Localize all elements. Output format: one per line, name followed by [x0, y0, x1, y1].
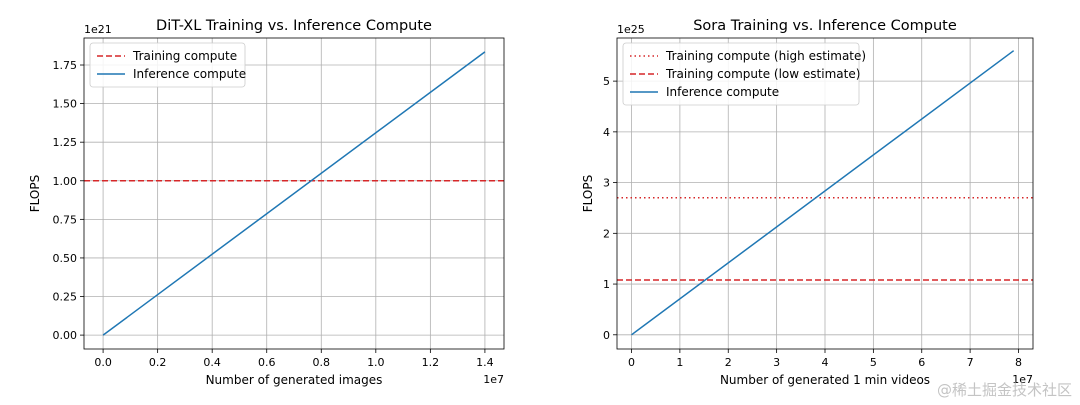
x-offset-label: 1e7	[483, 373, 504, 386]
y-tick-label: 4	[603, 126, 610, 139]
watermark-text: @稀土掘金技术社区	[937, 381, 1072, 399]
dit-xl-chart: 0.0 0.2 0.4 0.6 0.8 1.0 1.2 1.4 0.00 0.25 0.50 0.75…	[28, 18, 505, 387]
y-offset-label: 1e21	[84, 23, 112, 36]
y-axis-label: FLOPS	[28, 175, 42, 212]
legend-label: Training compute	[132, 49, 237, 63]
y-tick-label: 0	[603, 329, 610, 342]
x-tick-label: 1.0	[367, 356, 385, 369]
x-tick-label: 0.2	[149, 356, 167, 369]
y-tick-label: 1	[603, 278, 610, 291]
x-axis-label: Number of generated 1 min videos	[720, 373, 930, 387]
y-tick-label: 1.75	[53, 59, 78, 72]
x-tick-label: 5	[870, 356, 877, 369]
x-tick-label: 1.4	[476, 356, 494, 369]
x-axis-label: Number of generated images	[206, 373, 383, 387]
x-tick-label: 3	[773, 356, 780, 369]
legend-label: Training compute (low estimate)	[665, 67, 860, 81]
x-tick-label: 6	[918, 356, 925, 369]
y-tick-label: 1.50	[53, 98, 78, 111]
y-tick-label: 3	[603, 177, 610, 190]
y-tick-label: 0.50	[53, 252, 78, 265]
y-axis-label: FLOPS	[581, 175, 595, 212]
x-tick-label: 2	[725, 356, 732, 369]
inference-line	[631, 50, 1015, 336]
legend-box	[622, 42, 860, 106]
x-offset-label: 1e7	[1012, 373, 1033, 386]
x-tick-label: 0.4	[203, 356, 221, 369]
y-tick-label: 0.25	[53, 291, 78, 304]
x-tick-label: 1.2	[422, 356, 440, 369]
sora-chart: 0 1 2 3 4 5 6 7 8 0 1 2 3 4 5 1e25 1e7 Sora Training vs. …	[581, 18, 1034, 387]
y-tick-label: 0.00	[53, 329, 78, 342]
x-tick-label: 1	[676, 356, 683, 369]
x-tick-label: 0.0	[94, 356, 112, 369]
inference-line	[102, 51, 486, 336]
chart-title: Sora Training vs. Inference Compute	[693, 18, 957, 34]
y-tick-label: 0.75	[53, 213, 78, 226]
chart-title: DiT-XL Training vs. Inference Compute	[156, 18, 432, 34]
legend: Training compute (high estimate) Training…	[622, 42, 866, 106]
legend: Training compute Inference compute	[89, 42, 246, 88]
x-tick-label: 4	[822, 356, 829, 369]
y-tick-label: 1.25	[53, 136, 78, 149]
y-tick-label: 1.00	[53, 175, 78, 188]
x-tick-label: 0	[628, 356, 635, 369]
legend-label: Inference compute	[666, 85, 779, 99]
y-tick-label: 2	[603, 227, 610, 240]
x-tick-label: 8	[1015, 356, 1022, 369]
x-tick-label: 0.6	[258, 356, 276, 369]
legend-label: Inference compute	[133, 67, 246, 81]
y-offset-label: 1e25	[617, 23, 645, 36]
axes-frame	[83, 37, 505, 350]
grid	[84, 38, 504, 349]
x-tick-label: 0.8	[313, 356, 331, 369]
x-tick-label: 7	[967, 356, 974, 369]
legend-label: Training compute (high estimate)	[665, 49, 866, 63]
legend-box	[89, 42, 246, 88]
y-tick-label: 5	[603, 75, 610, 88]
